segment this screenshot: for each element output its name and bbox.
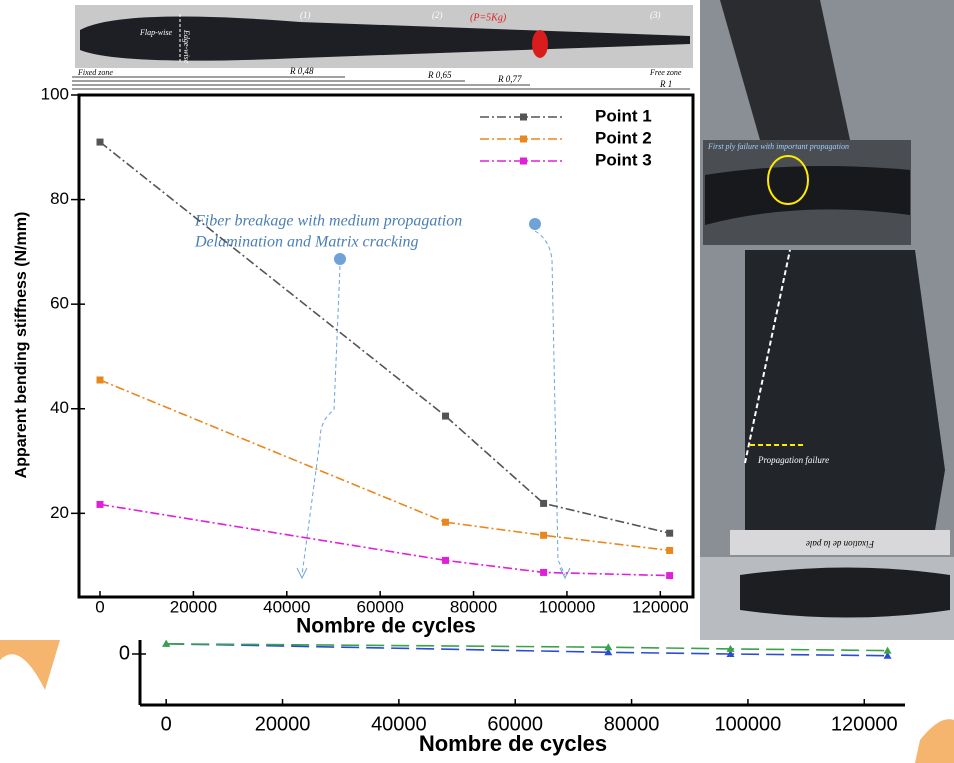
label: (1) bbox=[300, 10, 311, 20]
label: Flap-wise bbox=[139, 28, 172, 37]
marker bbox=[442, 413, 449, 420]
x-tick-label: 100000 bbox=[539, 597, 596, 616]
legend-label: Point 3 bbox=[595, 150, 652, 169]
label: (2) bbox=[432, 10, 443, 20]
x-tick-label: 60000 bbox=[487, 713, 543, 735]
y-tick-label: 40 bbox=[50, 398, 69, 417]
marker bbox=[666, 530, 673, 537]
x-axis-label: Nombre de cycles bbox=[296, 615, 476, 638]
decor bbox=[915, 719, 954, 763]
panel bbox=[0, 88, 698, 640]
marker bbox=[442, 557, 449, 564]
x-tick-label: 100000 bbox=[715, 713, 782, 735]
label: Fixation de la pale bbox=[806, 539, 875, 549]
x-tick-label: 20000 bbox=[255, 713, 311, 735]
annotation-dot bbox=[529, 218, 541, 230]
legend-label: Point 1 bbox=[595, 106, 652, 125]
marker bbox=[540, 532, 547, 539]
x-tick-label: 0 bbox=[95, 597, 104, 616]
figure: Nombre de cycles 0 20000 40000 60000 80000 10… bbox=[0, 0, 954, 763]
x-tick-label: 0 bbox=[161, 713, 172, 735]
marker bbox=[666, 547, 673, 554]
legend-label: Point 2 bbox=[595, 128, 652, 147]
y-tick-label: 0 bbox=[119, 642, 130, 664]
series-line bbox=[166, 644, 887, 651]
x-tick-label: 20000 bbox=[170, 597, 217, 616]
annotation: Delamination and Matrix cracking bbox=[194, 234, 419, 251]
legend-marker bbox=[520, 114, 527, 121]
annotation: Fiber breakage with medium propagation bbox=[194, 213, 462, 230]
side-photo: First ply failure with important propaga… bbox=[700, 0, 954, 640]
label: R 0,77 bbox=[497, 74, 522, 84]
label: (P=5Kg) bbox=[470, 12, 507, 23]
y-axis-label: Apparent bending stiffness (N/mm) bbox=[13, 212, 30, 479]
x-tick-label: 40000 bbox=[371, 713, 427, 735]
marker bbox=[666, 572, 673, 579]
label: R 1 bbox=[659, 79, 672, 89]
x-tick-label: 60000 bbox=[357, 597, 404, 616]
page: {"chart_data": [ {"type": "line", "xlabe… bbox=[0, 0, 954, 763]
label: (3) bbox=[650, 10, 661, 20]
label: Free zone bbox=[649, 68, 682, 77]
legend-marker bbox=[520, 158, 527, 165]
label: R 0,65 bbox=[427, 70, 452, 80]
blade-photo: Flap-wise Edge-wise (P=5Kg) (1) (2) (3) … bbox=[72, 5, 693, 89]
radius-lines bbox=[72, 77, 690, 89]
marker bbox=[97, 501, 104, 508]
y-tick-label: 60 bbox=[50, 294, 69, 313]
marker bbox=[540, 569, 547, 576]
marker bbox=[97, 376, 104, 383]
x-tick-label: 80000 bbox=[450, 597, 497, 616]
marker bbox=[442, 519, 449, 526]
marker bbox=[884, 647, 892, 654]
x-tick-label: 40000 bbox=[263, 597, 310, 616]
x-tick-label: 120000 bbox=[632, 597, 689, 616]
y-tick-label: 100 bbox=[41, 84, 69, 103]
label: First ply failure with important propaga… bbox=[707, 142, 849, 151]
annotation-dot bbox=[334, 253, 346, 265]
label: Fixed zone bbox=[77, 68, 113, 77]
load-mark bbox=[532, 30, 548, 58]
blade bbox=[740, 568, 950, 618]
x-tick-label: 120000 bbox=[831, 713, 898, 735]
blade bbox=[745, 250, 945, 530]
legend-marker bbox=[520, 136, 527, 143]
marker bbox=[97, 139, 104, 146]
label: R 0,48 bbox=[289, 66, 314, 76]
y-tick-label: 80 bbox=[50, 189, 69, 208]
x-tick-label: 80000 bbox=[604, 713, 660, 735]
y-tick-label: 20 bbox=[50, 503, 69, 522]
marker bbox=[540, 500, 547, 507]
label: Edge-wise bbox=[182, 29, 191, 64]
label: Propagation failure bbox=[757, 455, 829, 465]
